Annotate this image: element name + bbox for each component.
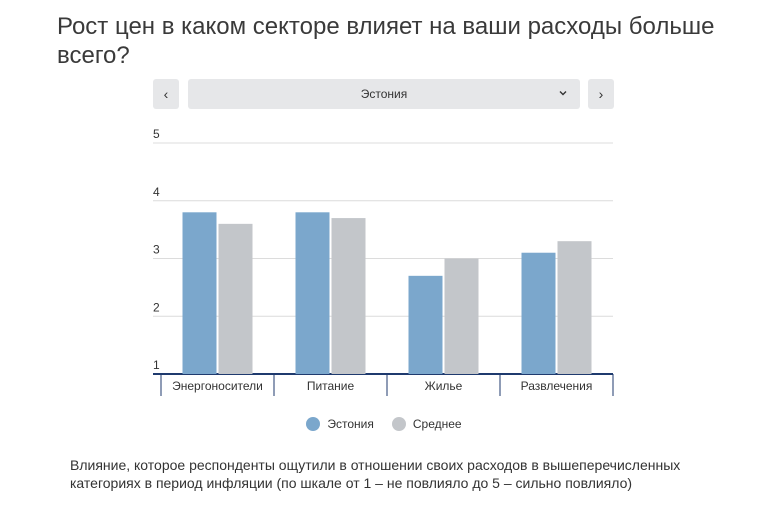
next-button[interactable]: › <box>588 79 614 109</box>
x-tick-label: Жилье <box>425 379 463 393</box>
y-tick-label: 5 <box>153 127 160 141</box>
legend-item-average[interactable]: Среднее <box>391 417 462 431</box>
chart-caption: Влияние, которое респонденты ощутили в о… <box>70 457 681 491</box>
legend-label-average: Среднее <box>412 417 462 431</box>
legend: Эстония Среднее <box>0 417 768 431</box>
chevron-right-icon: › <box>598 86 604 102</box>
legend-swatch-estonia <box>306 417 321 431</box>
x-tick-label: Энергоносители <box>172 379 263 393</box>
y-tick-label: 3 <box>153 243 160 257</box>
chart-title: Рост цен в каком секторе влияет на ваши … <box>57 13 715 69</box>
chevron-down-icon <box>559 91 567 96</box>
bar-estonia <box>408 275 443 374</box>
x-tick-label: Развлечения <box>521 379 593 393</box>
bar-average <box>331 218 366 374</box>
country-select[interactable]: Эстония <box>188 79 580 109</box>
y-tick-label: 4 <box>153 185 160 199</box>
bar-estonia <box>521 252 556 374</box>
chevron-left-icon: ‹ <box>163 86 169 102</box>
legend-item-estonia[interactable]: Эстония <box>306 417 374 431</box>
y-tick-label: 2 <box>153 300 160 314</box>
bar-average <box>557 241 592 374</box>
bar-average <box>218 223 253 374</box>
bar-estonia <box>182 212 217 374</box>
bar-average <box>444 258 479 374</box>
country-select-value: Эстония <box>360 87 408 101</box>
bar-estonia <box>295 212 330 374</box>
legend-label-estonia: Эстония <box>327 417 374 431</box>
x-tick-label: Питание <box>307 379 355 393</box>
legend-swatch-average <box>391 417 406 431</box>
previous-button[interactable]: ‹ <box>153 79 179 109</box>
y-tick-label: 1 <box>153 358 160 372</box>
